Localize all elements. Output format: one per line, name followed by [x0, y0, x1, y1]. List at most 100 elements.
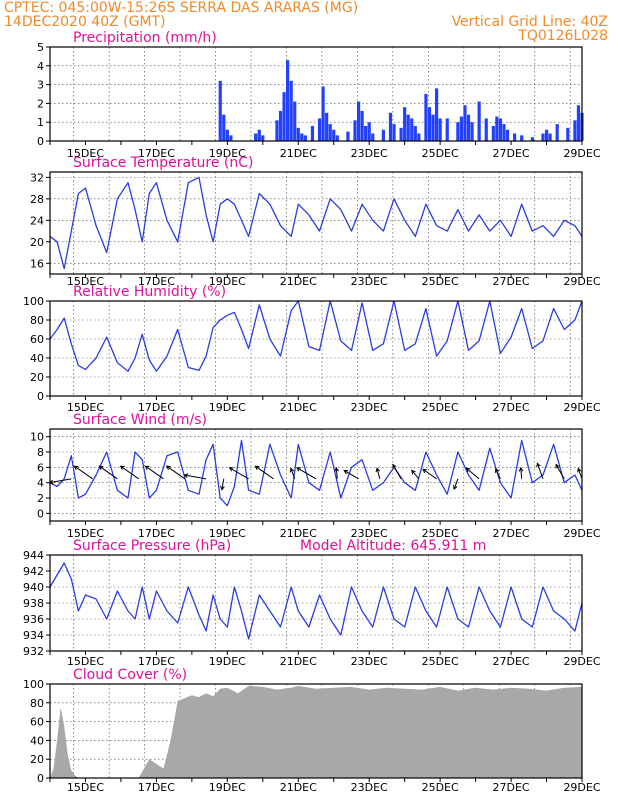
precip-bar [317, 118, 322, 141]
header-station: CPTEC: 045:00W-15:26S SERRA DAS ARARAS (… [4, 0, 358, 16]
precip-bar [466, 114, 471, 141]
temperature-line [49, 176, 583, 270]
precip-bar [254, 133, 258, 141]
precip-xtick-label: 15DEC [67, 147, 104, 160]
precip-xtick-label: 29DEC [563, 147, 600, 160]
precip-bar [484, 118, 488, 141]
wind-arrow-head [465, 467, 471, 473]
cloud-ytick-label: 0 [37, 772, 44, 785]
pressure-ytick-label: 940 [23, 581, 44, 594]
temperature-xtick-label: 27DEC [493, 275, 530, 288]
wind-arrow [392, 464, 402, 480]
header-run-id: TQ0126L028 [517, 28, 608, 44]
precip-bar [364, 125, 368, 141]
pressure-xtick-label: 25DEC [422, 655, 459, 668]
wind-xtick-label: 29DEC [563, 527, 600, 540]
wind-arrow-head [220, 485, 225, 491]
wind-arrow-head [144, 465, 150, 471]
temperature-xtick-label: 17DEC [138, 275, 175, 288]
temperature-xtick-label: 25DEC [422, 275, 459, 288]
wind-arrow [495, 468, 501, 480]
precip-bar [477, 101, 481, 141]
cloud-xtick-label: 23DEC [351, 781, 388, 794]
precip-ytick-label: 3 [37, 79, 44, 92]
wind-arrow [411, 470, 420, 480]
cloud-xtick-label: 15DEC [67, 781, 104, 794]
wind-arrow-head [577, 467, 582, 473]
wind-arrow-head [296, 467, 301, 472]
precip-bar [410, 118, 414, 141]
wind-arrow-head [73, 465, 79, 471]
wind-arrow [145, 465, 164, 480]
wind-arrow-head [289, 467, 295, 473]
pressure-ytick-label: 944 [23, 549, 44, 562]
precip-bar [392, 124, 396, 141]
precip-bar [300, 133, 304, 141]
precip-bar [229, 135, 233, 141]
wind-arrow [184, 474, 207, 480]
wind-arrow [290, 468, 296, 480]
temperature-xtick-label: 19DEC [209, 275, 246, 288]
cloud-ytick-label: 60 [30, 716, 44, 729]
wind-arrow-head [518, 466, 524, 472]
precip-xtick-label: 23DEC [351, 147, 388, 160]
precip-bar [427, 107, 432, 141]
pressure-xtick-label: 21DEC [280, 655, 317, 668]
wind-frame [49, 428, 583, 522]
precip-bar [328, 124, 332, 141]
pressure-xtick-label: 15DEC [67, 655, 104, 668]
precip-bar [544, 129, 549, 141]
wind-arrow [466, 467, 480, 480]
pressure-ytick-label: 938 [23, 597, 44, 610]
wind-arrow [221, 478, 225, 490]
precip-bar [520, 135, 524, 141]
cloud-frame [49, 683, 583, 779]
wind-arrow-head [254, 465, 260, 471]
wind-arrow-head [334, 466, 339, 472]
pressure-xtick-label: 19DEC [209, 655, 246, 668]
wind-arrow [422, 468, 437, 480]
temperature-panel: 16 20 24 28 32 15DEC 17DEC 19DEC 21DEC 23DEC 25DEC… [30, 155, 601, 288]
cloud-panel: 0 20 40 60 80 100 15DEC 17DEC 19DEC 21DEC 23DEC 25D… [23, 667, 601, 794]
precip-bar [541, 133, 545, 141]
precip-bar [573, 120, 577, 141]
pressure-ytick-label: 932 [23, 645, 44, 658]
humidity-xtick-label: 23DEC [351, 401, 388, 414]
precip-bar [491, 125, 495, 141]
precip-bar [278, 110, 283, 141]
precip-xtick-label: 21DEC [280, 147, 317, 160]
wind-arrow-head [536, 462, 541, 468]
precip-bar [293, 101, 297, 141]
precip-bar [502, 124, 506, 141]
wind-xtick-label: 17DEC [138, 527, 175, 540]
humidity-xtick-label: 17DEC [138, 401, 175, 414]
cloud-title: Cloud Cover (%) [73, 667, 187, 683]
pressure-xtick-label: 27DEC [493, 655, 530, 668]
precip-bar [505, 129, 510, 141]
temperature-xtick-label: 15DEC [67, 275, 104, 288]
precip-bar [495, 116, 499, 141]
wind-xtick-label: 19DEC [209, 527, 246, 540]
wind-title: Surface Wind (m/s) [73, 412, 207, 428]
wind-arrow [229, 467, 249, 480]
precip-bar [261, 135, 265, 141]
wind-arrow-head [495, 467, 500, 473]
precip-bar [367, 122, 371, 141]
wind-arrow-head [392, 463, 397, 469]
precip-bar [413, 125, 417, 141]
precip-xtick-label: 25DEC [422, 147, 459, 160]
wind-arrow [166, 465, 186, 480]
precip-bar [406, 114, 410, 141]
wind-ytick-label: 2 [37, 492, 44, 505]
precip-bar [438, 118, 442, 141]
precip-bar [445, 118, 449, 141]
precip-bar [456, 122, 460, 141]
wind-arrow-head [375, 467, 381, 473]
precip-frame [49, 46, 583, 142]
wind-arrow [74, 465, 93, 480]
precip-xtick-label: 17DEC [138, 147, 175, 160]
precip-bar [225, 129, 229, 141]
wind-arrow-head [453, 485, 458, 491]
humidity-title: Relative Humidity (%) [73, 284, 226, 300]
